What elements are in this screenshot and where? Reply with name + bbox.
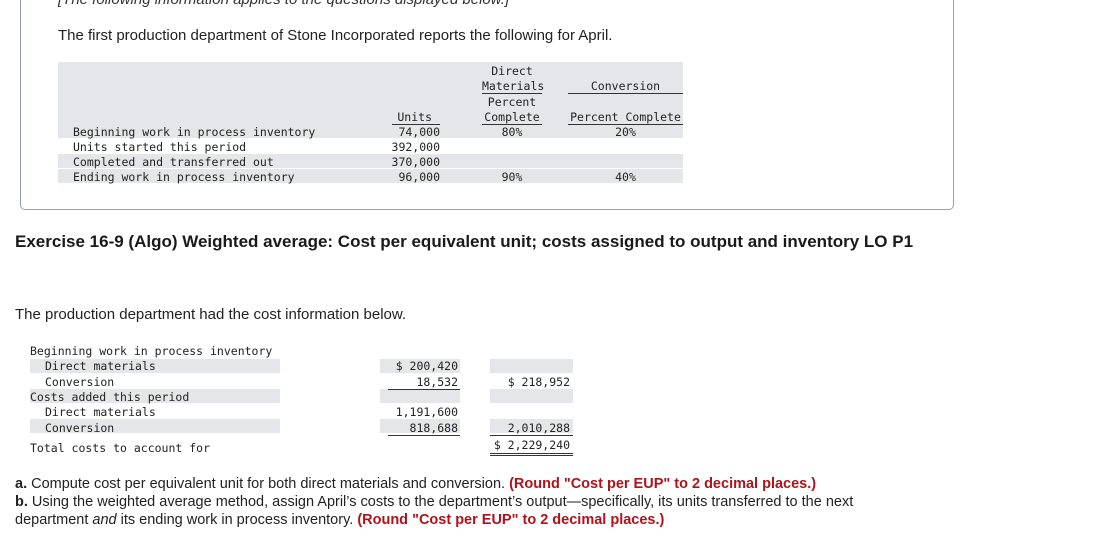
question-b-text: its ending work in process inventory.	[120, 512, 354, 528]
dm-header-line: Percent	[487, 95, 537, 109]
add-conv-value: 818,688	[409, 421, 458, 435]
row-band	[30, 419, 280, 433]
row-conv-percent: 40%	[615, 170, 636, 184]
row-label: Completed and transferred out	[73, 155, 274, 169]
question-b-line1: b. Using the weighted average method, as…	[15, 494, 853, 510]
question-b-note: (Round "Cost per EUP" to 2 decimal place…	[357, 512, 665, 528]
exercise-title: Exercise 16-9 (Algo) Weighted average: C…	[15, 232, 914, 251]
sum-underline	[388, 389, 460, 390]
row-band	[58, 169, 683, 183]
double-underline	[490, 453, 573, 454]
question-b-label: b.	[15, 494, 28, 510]
conv-header-line: Percent Complete	[570, 110, 681, 124]
question-b-text: department	[15, 512, 89, 528]
row-label: Beginning work in process inventory	[73, 125, 316, 139]
row-label: Units started this period	[73, 140, 247, 154]
header-underline	[482, 93, 542, 94]
beg-conv-label: Conversion	[45, 375, 115, 389]
row-band	[30, 359, 280, 373]
info-panel	[20, 0, 954, 210]
row-units: 96,000	[398, 170, 440, 184]
question-b-line2: department and its ending work in proces…	[15, 512, 664, 528]
cost-intro-text: The production department had the cost i…	[15, 306, 407, 323]
total-costs-value: $ 2,229,240	[493, 438, 570, 452]
header-underline	[392, 124, 440, 125]
question-a: a. Compute cost per equivalent unit for …	[15, 476, 816, 492]
row-band	[490, 419, 573, 433]
row-band	[380, 359, 460, 373]
row-band	[30, 389, 280, 403]
row-dm-percent: 80%	[501, 125, 523, 139]
question-a-text: Compute cost per equivalent unit for bot…	[31, 476, 506, 492]
add-dm-label: Direct materials	[45, 405, 156, 419]
sum-underline	[490, 435, 573, 436]
total-costs-label: Total costs to account for	[30, 441, 211, 455]
row-dm-percent: 90%	[501, 170, 523, 184]
partial-instruction-text: [The following information applies to th…	[58, 0, 509, 8]
row-units: 74,000	[398, 125, 440, 139]
row-conv-percent: 20%	[615, 125, 636, 139]
header-underline	[568, 93, 683, 94]
add-dm-value: 1,191,600	[395, 405, 458, 419]
row-band	[490, 359, 573, 373]
question-a-note: (Round "Cost per EUP" to 2 decimal place…	[509, 476, 817, 492]
dm-header-line: Complete	[484, 110, 540, 124]
units-header: Units	[397, 110, 432, 124]
row-band	[58, 154, 683, 168]
beginning-wip-label: Beginning work in process inventory	[30, 344, 273, 358]
row-label: Ending work in process inventory	[73, 170, 295, 184]
add-total-value: 2,010,288	[507, 421, 570, 435]
row-band	[58, 124, 683, 138]
question-b-emphasis: and	[92, 512, 117, 528]
row-units: 370,000	[391, 155, 440, 169]
beg-dm-value: $ 200,420	[395, 359, 458, 373]
row-band	[490, 389, 573, 403]
dm-header-line: Materials	[482, 79, 545, 93]
question-b-text: Using the weighted average method, assig…	[31, 494, 854, 510]
header-underline	[482, 124, 542, 125]
row-units: 392,000	[391, 140, 440, 154]
sum-underline	[388, 435, 460, 436]
beg-total-value: $ 218,952	[507, 375, 570, 389]
header-underline	[568, 124, 683, 125]
dm-header-line: Direct	[491, 64, 533, 78]
costs-added-label: Costs added this period	[30, 390, 190, 404]
beg-dm-label: Direct materials	[45, 359, 156, 373]
question-a-label: a.	[15, 476, 28, 492]
conv-header-line: Conversion	[590, 79, 661, 93]
intro-text: The first production department of Stone…	[58, 27, 613, 44]
double-underline	[490, 455, 573, 456]
add-conv-label: Conversion	[45, 421, 115, 435]
row-band	[380, 389, 460, 403]
beg-conv-value: 18,532	[416, 375, 458, 389]
row-band	[380, 419, 460, 433]
